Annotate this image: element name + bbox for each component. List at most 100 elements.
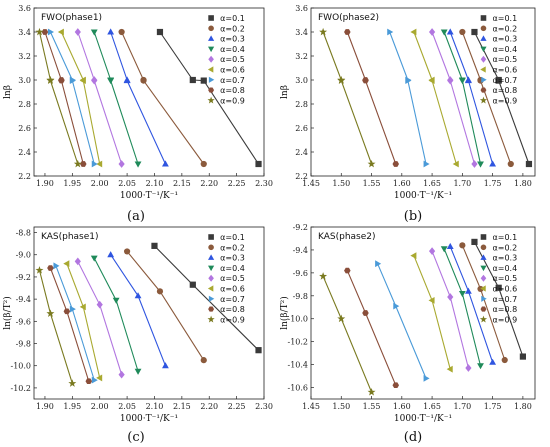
y-tick-label: -10.0 xyxy=(287,315,308,324)
data-point xyxy=(79,303,86,311)
data-point xyxy=(362,310,369,316)
series-line xyxy=(159,31,259,165)
data-point xyxy=(91,376,98,384)
data-point xyxy=(107,251,115,258)
data-point xyxy=(156,288,164,295)
data-point xyxy=(367,387,376,396)
x-tick-label: 2.15 xyxy=(173,179,191,188)
legend-label: α=0.2 xyxy=(220,243,245,252)
legend-marker xyxy=(208,244,214,251)
data-point xyxy=(464,77,472,84)
data-point xyxy=(189,281,196,288)
legend-marker xyxy=(208,46,215,53)
data-point xyxy=(47,265,54,271)
data-point xyxy=(423,160,430,168)
legend-label: α=0.3 xyxy=(220,35,245,44)
series-4 xyxy=(90,29,142,168)
data-point xyxy=(134,368,142,375)
data-point xyxy=(74,28,81,36)
y-axis-label: ln(β/T²) xyxy=(2,296,13,330)
data-point xyxy=(423,374,430,382)
data-point xyxy=(428,247,436,255)
data-point xyxy=(459,242,466,249)
y-tick-label: 2.8 xyxy=(18,100,31,109)
y-tick-label: -9.0 xyxy=(16,251,31,260)
y-axis-label: ln(β/T²) xyxy=(279,296,290,330)
panel-title: FWO(phase2) xyxy=(318,13,379,23)
legend-label: α=0.7 xyxy=(220,76,245,85)
x-tick-label: 1.55 xyxy=(363,179,381,188)
data-point xyxy=(47,28,54,36)
legend-label: α=0.9 xyxy=(220,96,245,105)
panel-title: FWO(phase1) xyxy=(41,13,102,23)
data-point xyxy=(134,292,142,299)
legend-label: α=0.6 xyxy=(492,66,517,75)
series-8 xyxy=(41,29,87,167)
x-tick-label: 2.20 xyxy=(200,179,218,188)
x-axis-label: 1000·T⁻¹/K⁻¹ xyxy=(120,191,178,201)
y-tick-label: -10.4 xyxy=(287,361,308,370)
legend-marker xyxy=(208,35,215,41)
data-point xyxy=(156,28,164,36)
legend-marker xyxy=(208,25,214,32)
series-7 xyxy=(375,260,430,382)
legend-marker xyxy=(207,285,214,292)
series-5 xyxy=(428,28,478,168)
legend-label: α=0.8 xyxy=(492,305,517,314)
data-point xyxy=(447,293,454,301)
legend-label: α=0.4 xyxy=(492,264,517,273)
series-1 xyxy=(156,28,262,168)
legend-label: α=0.4 xyxy=(220,264,245,273)
legend-label: α=0.5 xyxy=(220,55,245,64)
x-tick-label: 2.30 xyxy=(255,179,273,188)
legend-label: α=0.2 xyxy=(492,24,517,33)
series-2 xyxy=(123,248,207,364)
data-point xyxy=(344,29,351,35)
data-point xyxy=(362,77,369,84)
y-tick-label: 3.4 xyxy=(18,28,31,37)
x-tick-label: 1.50 xyxy=(332,179,350,188)
legend-label: α=0.1 xyxy=(492,233,517,242)
data-point xyxy=(123,248,131,255)
data-point xyxy=(387,28,394,36)
data-point xyxy=(96,160,103,168)
data-point xyxy=(405,77,412,85)
panel-title: KAS(phase2) xyxy=(318,232,376,242)
data-point xyxy=(91,76,98,85)
legend-marker xyxy=(480,274,487,282)
data-point xyxy=(489,160,497,167)
legend-label: α=0.8 xyxy=(492,86,517,95)
y-tick-label: 3.2 xyxy=(18,52,31,61)
data-point xyxy=(112,297,120,304)
legend-marker xyxy=(208,265,215,272)
data-point xyxy=(46,309,55,317)
legend-label: α=0.1 xyxy=(492,14,517,23)
legend-marker xyxy=(208,306,215,312)
data-point xyxy=(519,353,526,360)
series-3 xyxy=(107,251,169,369)
series-3 xyxy=(446,242,497,365)
legend-marker xyxy=(208,295,215,302)
x-tick-label: 1.90 xyxy=(36,402,54,411)
x-tick-label: 1.80 xyxy=(514,402,532,411)
data-point xyxy=(91,160,98,168)
data-point xyxy=(392,161,400,167)
legend-label: α=0.6 xyxy=(220,285,245,294)
x-tick-label: 1.70 xyxy=(453,402,471,411)
legend-label: α=0.2 xyxy=(220,24,245,33)
series-3 xyxy=(107,28,169,167)
data-point xyxy=(74,257,81,266)
legend-label: α=0.7 xyxy=(492,295,517,304)
legend-marker xyxy=(480,46,487,53)
series-9 xyxy=(35,27,82,168)
x-tick-label: 2.15 xyxy=(173,402,191,411)
data-point xyxy=(446,28,454,35)
data-point xyxy=(446,242,454,249)
data-point xyxy=(96,374,103,382)
legend-label: α=0.2 xyxy=(492,243,517,252)
series-6 xyxy=(63,260,103,382)
y-tick-label: 2.4 xyxy=(295,148,308,157)
y-axis-label: lnβ xyxy=(3,85,13,99)
legend-marker xyxy=(480,55,487,63)
legend: α=0.1α=0.2 α=0.3α=0.4α=0.5 α=0.6α=0.7α=0.8… xyxy=(207,14,245,105)
